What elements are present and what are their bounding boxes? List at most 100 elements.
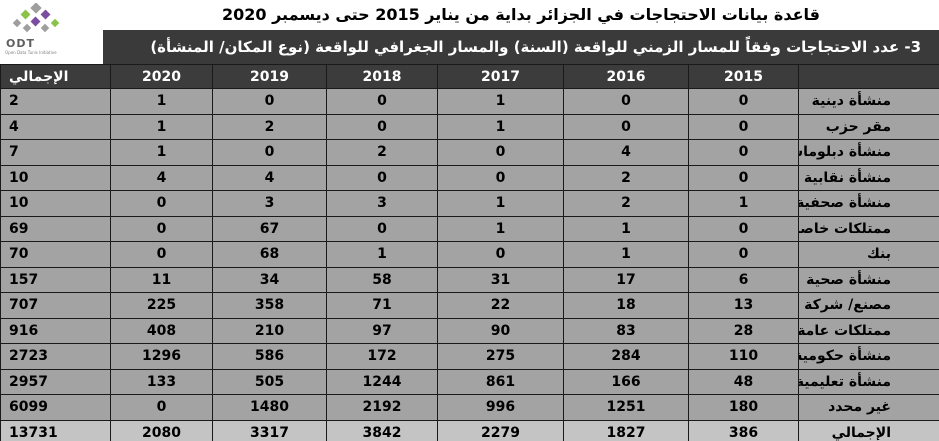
year-value-cell: 1 bbox=[688, 190, 799, 217]
year-value-cell: 1 bbox=[437, 88, 564, 115]
place-type-label: منشأة نقابية bbox=[798, 164, 939, 191]
year-value-cell: 1 bbox=[437, 113, 564, 140]
row-total-cell: 69 bbox=[0, 215, 111, 242]
year-value-cell: 48 bbox=[688, 368, 799, 395]
year-value-cell: 0 bbox=[437, 139, 564, 166]
year-value-cell: 0 bbox=[688, 241, 799, 268]
logo-name: ODT bbox=[6, 37, 35, 50]
year-value-cell: 0 bbox=[688, 113, 799, 140]
year-value-cell: 2 bbox=[326, 139, 438, 166]
place-type-label: ممتلكات عامة bbox=[798, 317, 939, 344]
year-value-cell: 1 bbox=[326, 241, 438, 268]
row-total-cell: 157 bbox=[0, 266, 111, 293]
year-value-cell: 1 bbox=[110, 88, 213, 115]
year-value-cell: 4 bbox=[212, 164, 327, 191]
year-value-cell: 17 bbox=[563, 266, 689, 293]
row-total-cell: 2 bbox=[0, 88, 111, 115]
column-header-year: 2018 bbox=[326, 64, 438, 89]
year-value-cell: 2080 bbox=[110, 419, 213, 441]
year-value-cell: 58 bbox=[326, 266, 438, 293]
place-type-label: مقر حزب bbox=[798, 113, 939, 140]
year-value-cell: 2279 bbox=[437, 419, 564, 441]
table-row: 6099 0 1480 2192 996 1251 180 غير محدد bbox=[0, 394, 939, 421]
place-type-label: مصنع/ شركة bbox=[798, 292, 939, 319]
year-value-cell: 97 bbox=[326, 317, 438, 344]
protests-table: الإجمالي 2020 2019 2018 2017 2016 2015 2… bbox=[0, 64, 939, 441]
year-value-cell: 0 bbox=[437, 164, 564, 191]
row-total-cell: 10 bbox=[0, 164, 111, 191]
year-value-cell: 68 bbox=[212, 241, 327, 268]
table-row: 70 0 68 1 0 1 0 بنك bbox=[0, 241, 939, 268]
year-value-cell: 1480 bbox=[212, 394, 327, 421]
year-value-cell: 1 bbox=[563, 215, 689, 242]
table-header-row: الإجمالي 2020 2019 2018 2017 2016 2015 bbox=[0, 64, 939, 89]
year-value-cell: 0 bbox=[110, 241, 213, 268]
table-row: 916 408 210 97 90 83 28 ممتلكات عامة bbox=[0, 317, 939, 344]
year-value-cell: 2192 bbox=[326, 394, 438, 421]
table-row: 10 4 4 0 0 2 0 منشأة نقابية bbox=[0, 164, 939, 191]
year-value-cell: 0 bbox=[563, 113, 689, 140]
place-type-label: منشأة حكومية bbox=[798, 343, 939, 370]
row-total-cell: 7 bbox=[0, 139, 111, 166]
year-value-cell: 110 bbox=[688, 343, 799, 370]
odt-logo-icon bbox=[12, 3, 60, 33]
year-value-cell: 1827 bbox=[563, 419, 689, 441]
year-value-cell: 90 bbox=[437, 317, 564, 344]
year-value-cell: 586 bbox=[212, 343, 327, 370]
place-type-label: منشأة صحية bbox=[798, 266, 939, 293]
table-row: 707 225 358 71 22 18 13 مصنع/ شركة bbox=[0, 292, 939, 319]
year-value-cell: 0 bbox=[212, 88, 327, 115]
year-value-cell: 1244 bbox=[326, 368, 438, 395]
year-value-cell: 22 bbox=[437, 292, 564, 319]
row-total-cell: 707 bbox=[0, 292, 111, 319]
row-total-cell: 6099 bbox=[0, 394, 111, 421]
table-row: 2957 133 505 1244 861 166 48 منشأة تعليمية bbox=[0, 368, 939, 395]
place-type-label: بنك bbox=[798, 241, 939, 268]
table-row: 10 0 3 3 1 2 1 منشأة صحفية bbox=[0, 190, 939, 217]
year-value-cell: 225 bbox=[110, 292, 213, 319]
year-value-cell: 0 bbox=[110, 190, 213, 217]
year-value-cell: 1 bbox=[110, 113, 213, 140]
year-value-cell: 0 bbox=[110, 394, 213, 421]
year-value-cell: 275 bbox=[437, 343, 564, 370]
year-value-cell: 386 bbox=[688, 419, 799, 441]
row-total-cell: 916 bbox=[0, 317, 111, 344]
year-value-cell: 0 bbox=[326, 113, 438, 140]
year-value-cell: 3 bbox=[212, 190, 327, 217]
column-header-year: 2015 bbox=[688, 64, 799, 89]
table-subtitle: 3- عدد الاحتجاجات وفقاً للمسار الزمني لل… bbox=[103, 30, 939, 64]
column-header-place bbox=[798, 64, 939, 89]
year-value-cell: 0 bbox=[688, 164, 799, 191]
place-type-label: منشأة دينية bbox=[798, 88, 939, 115]
year-value-cell: 11 bbox=[110, 266, 213, 293]
table-row: 4 1 2 0 1 0 0 مقر حزب bbox=[0, 113, 939, 140]
year-value-cell: 0 bbox=[688, 215, 799, 242]
year-value-cell: 1251 bbox=[563, 394, 689, 421]
year-value-cell: 3 bbox=[326, 190, 438, 217]
table-row: 2 1 0 0 1 0 0 منشأة دينية bbox=[0, 88, 939, 115]
year-value-cell: 3317 bbox=[212, 419, 327, 441]
year-value-cell: 0 bbox=[688, 88, 799, 115]
column-header-total: الإجمالي bbox=[0, 64, 111, 89]
place-type-label: منشأة دبلوماسية bbox=[798, 139, 939, 166]
table-body: 2 1 0 0 1 0 0 منشأة دينية 4 1 2 0 1 0 0 مقر حزب 7 1 0 2 0 4 0 م… bbox=[0, 88, 939, 441]
year-value-cell: 67 bbox=[212, 215, 327, 242]
year-value-cell: 166 bbox=[563, 368, 689, 395]
row-total-cell: 13731 bbox=[0, 419, 111, 441]
place-type-label: غير محدد bbox=[798, 394, 939, 421]
place-type-label: ممتلكات خاصة bbox=[798, 215, 939, 242]
column-header-year: 2016 bbox=[563, 64, 689, 89]
row-total-cell: 70 bbox=[0, 241, 111, 268]
year-value-cell: 505 bbox=[212, 368, 327, 395]
year-value-cell: 4 bbox=[563, 139, 689, 166]
column-header-year: 2019 bbox=[212, 64, 327, 89]
year-value-cell: 71 bbox=[326, 292, 438, 319]
year-value-cell: 3842 bbox=[326, 419, 438, 441]
year-value-cell: 1 bbox=[110, 139, 213, 166]
table-row: 2723 1296 586 172 275 284 110 منشأة حكومية bbox=[0, 343, 939, 370]
year-value-cell: 0 bbox=[326, 164, 438, 191]
year-value-cell: 0 bbox=[110, 215, 213, 242]
row-total-cell: 2957 bbox=[0, 368, 111, 395]
year-value-cell: 1 bbox=[437, 215, 564, 242]
